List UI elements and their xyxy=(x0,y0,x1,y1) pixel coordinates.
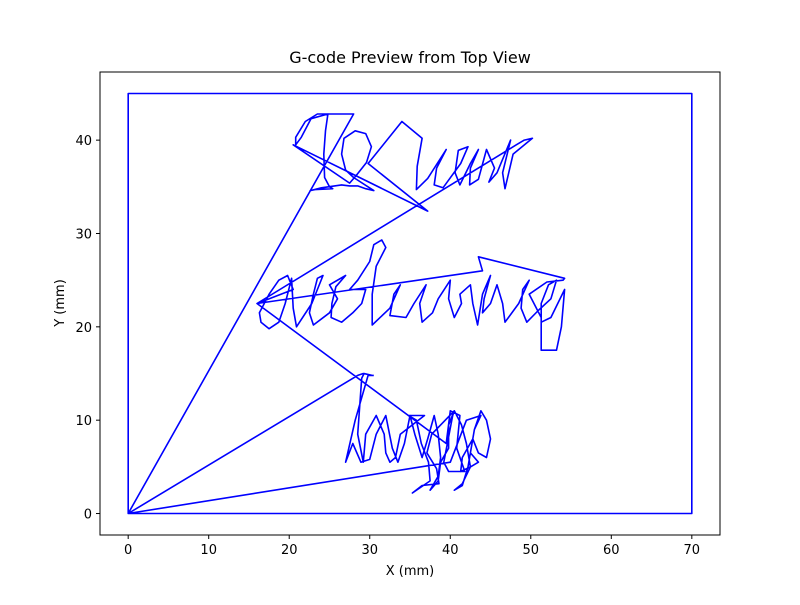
x-axis-label: X (mm) xyxy=(386,564,435,579)
y-tick-label: 10 xyxy=(75,414,92,429)
axes-frame xyxy=(99,71,721,536)
y-tick-label: 0 xyxy=(84,508,92,523)
x-axis: 0 10 20 30 40 50 60 70 xyxy=(124,535,700,558)
x-tick-label: 30 xyxy=(361,543,378,558)
x-tick-label: 0 xyxy=(124,543,132,558)
toolpath-line xyxy=(127,92,693,515)
y-tick-label: 40 xyxy=(75,134,92,149)
x-tick-label: 50 xyxy=(523,543,540,558)
x-tick-label: 10 xyxy=(200,543,217,558)
y-axis-label: Y (mm) xyxy=(53,279,68,328)
y-axis: 0 10 20 30 40 xyxy=(75,134,100,523)
x-tick-label: 40 xyxy=(442,543,459,558)
x-tick-label: 20 xyxy=(281,543,298,558)
x-tick-label: 70 xyxy=(684,543,701,558)
chart-title: G-code Preview from Top View xyxy=(289,48,531,67)
plot-area xyxy=(127,92,693,515)
x-tick-label: 60 xyxy=(603,543,620,558)
y-tick-label: 30 xyxy=(75,227,92,242)
y-tick-label: 20 xyxy=(75,321,92,336)
